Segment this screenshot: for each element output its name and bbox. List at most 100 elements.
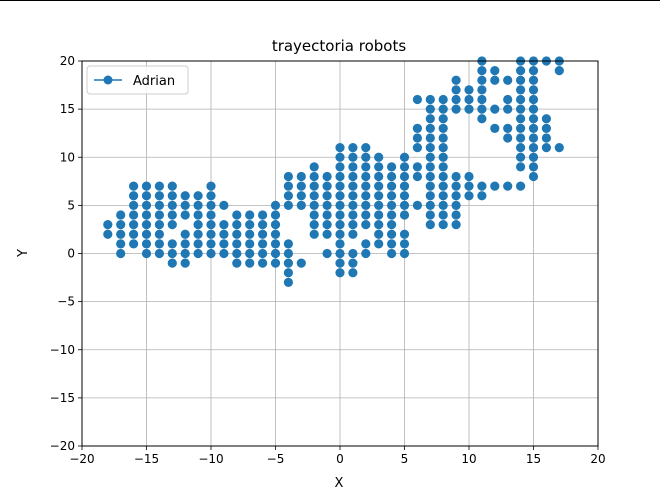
data-point bbox=[438, 104, 448, 114]
data-point bbox=[425, 162, 435, 172]
data-point bbox=[438, 162, 448, 172]
data-point bbox=[361, 143, 371, 153]
data-point bbox=[232, 210, 242, 220]
data-point bbox=[270, 248, 281, 259]
data-point bbox=[258, 239, 268, 249]
data-point bbox=[322, 200, 332, 210]
data-point bbox=[425, 143, 435, 153]
data-point bbox=[516, 133, 526, 143]
data-point bbox=[193, 210, 203, 220]
data-point bbox=[361, 171, 371, 182]
data-point bbox=[438, 94, 448, 105]
data-point bbox=[335, 200, 345, 210]
data-point bbox=[219, 200, 229, 210]
x-tick-label: 5 bbox=[401, 452, 409, 466]
data-point bbox=[348, 268, 358, 278]
data-point bbox=[399, 162, 410, 172]
data-point bbox=[348, 143, 358, 153]
data-point bbox=[554, 66, 564, 76]
data-point bbox=[425, 181, 435, 191]
data-point bbox=[258, 229, 268, 239]
data-point bbox=[361, 191, 371, 201]
data-point bbox=[451, 191, 461, 201]
data-point bbox=[129, 181, 139, 191]
legend-label: Adrian bbox=[133, 74, 175, 89]
data-point bbox=[296, 200, 306, 210]
y-axis-label: Y bbox=[16, 249, 31, 258]
data-point bbox=[516, 66, 526, 76]
data-point bbox=[464, 181, 474, 191]
data-point bbox=[438, 143, 448, 153]
data-point bbox=[451, 171, 461, 182]
y-tick-label: −10 bbox=[50, 343, 75, 357]
chart-title: trayectoria robots bbox=[272, 37, 407, 55]
data-point bbox=[103, 229, 113, 239]
data-point bbox=[528, 66, 539, 76]
data-point bbox=[141, 191, 152, 201]
data-point bbox=[129, 229, 139, 239]
data-point bbox=[464, 191, 474, 201]
data-point bbox=[180, 229, 190, 239]
data-point bbox=[283, 268, 293, 278]
data-point bbox=[451, 104, 461, 114]
data-point bbox=[335, 171, 345, 182]
data-point bbox=[451, 200, 461, 210]
data-point bbox=[193, 248, 203, 259]
data-point bbox=[348, 248, 358, 259]
data-point bbox=[322, 220, 332, 230]
data-point bbox=[245, 258, 255, 268]
data-point bbox=[348, 162, 358, 172]
data-point bbox=[399, 239, 410, 249]
data-point bbox=[116, 220, 126, 230]
data-point bbox=[516, 181, 526, 191]
data-point bbox=[477, 104, 487, 114]
data-point bbox=[283, 191, 293, 201]
data-point bbox=[283, 181, 293, 191]
data-point bbox=[528, 104, 539, 114]
data-point bbox=[438, 220, 448, 230]
data-point bbox=[516, 75, 526, 85]
legend-box bbox=[86, 65, 189, 95]
data-point bbox=[283, 200, 293, 210]
data-point bbox=[219, 229, 229, 239]
data-point bbox=[322, 171, 332, 182]
data-point bbox=[141, 239, 152, 249]
data-point bbox=[322, 210, 332, 220]
data-point bbox=[412, 171, 422, 182]
data-point bbox=[399, 191, 410, 201]
data-point bbox=[425, 94, 435, 105]
data-point bbox=[283, 171, 293, 182]
x-tick-label: −15 bbox=[134, 452, 159, 466]
data-point bbox=[374, 152, 384, 162]
data-point bbox=[232, 229, 242, 239]
data-point bbox=[425, 210, 435, 220]
data-point bbox=[528, 85, 539, 95]
data-point bbox=[490, 66, 500, 76]
data-point bbox=[477, 85, 487, 95]
y-tick-label: 15 bbox=[60, 102, 75, 116]
data-point bbox=[438, 210, 448, 220]
data-point bbox=[528, 133, 539, 143]
data-point bbox=[490, 181, 500, 191]
data-point bbox=[554, 143, 564, 153]
data-point bbox=[387, 248, 397, 259]
data-point bbox=[193, 220, 203, 230]
data-point bbox=[387, 171, 397, 182]
data-point bbox=[464, 94, 474, 105]
data-point bbox=[516, 85, 526, 95]
data-point bbox=[154, 181, 164, 191]
data-point bbox=[516, 162, 526, 172]
data-point bbox=[425, 171, 435, 182]
data-point bbox=[477, 94, 487, 105]
data-point bbox=[451, 220, 461, 230]
data-point bbox=[503, 75, 513, 85]
data-point bbox=[167, 191, 177, 201]
data-point bbox=[438, 114, 448, 124]
data-point bbox=[245, 229, 255, 239]
data-point bbox=[451, 75, 461, 85]
data-point bbox=[528, 162, 539, 172]
data-point bbox=[399, 229, 410, 239]
x-tick-label: −5 bbox=[267, 452, 285, 466]
data-point bbox=[438, 171, 448, 182]
